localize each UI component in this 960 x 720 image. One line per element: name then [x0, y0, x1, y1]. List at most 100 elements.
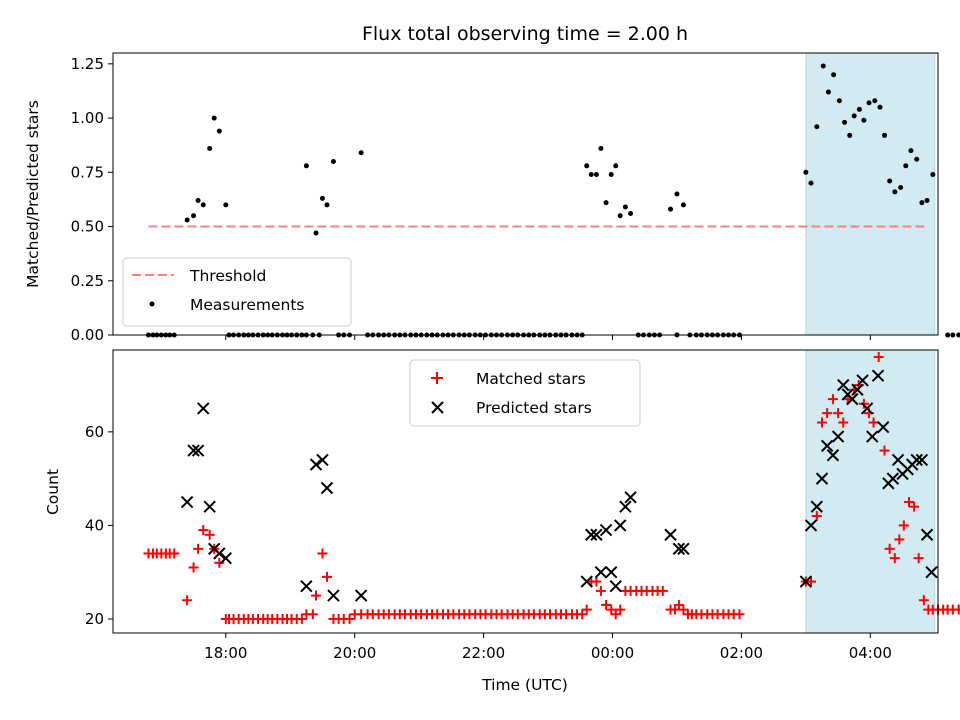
matched-point	[838, 417, 849, 428]
predicted-point	[860, 402, 874, 415]
matched-point	[296, 613, 307, 624]
x-tick-label: 04:00	[849, 644, 892, 662]
predicted-point	[664, 528, 677, 541]
top-y-tick-label: 0.25	[71, 272, 104, 290]
predicted-point	[624, 491, 637, 504]
legend-matched-label: Matched stars	[476, 370, 586, 388]
bottom-y-tick-label: 40	[85, 516, 104, 534]
predicted-point	[820, 439, 834, 453]
x-tick-label: 02:00	[720, 644, 763, 662]
top-axes-frame	[112, 52, 939, 336]
x-tick-label: 22:00	[462, 644, 505, 662]
top-y-tick-label: 0.00	[71, 326, 104, 344]
matched-point	[894, 534, 905, 545]
matched-point	[198, 525, 209, 536]
top-y-tick-label: 0.75	[71, 163, 104, 181]
predicted-point	[810, 500, 824, 513]
matched-point	[606, 604, 617, 615]
matched-point	[182, 595, 193, 606]
measurement-point	[866, 100, 872, 106]
matched-point	[311, 590, 322, 601]
measurement-point	[324, 202, 330, 208]
matched-point	[889, 553, 900, 564]
matched-point	[918, 595, 929, 606]
bottom-panel: 20 40 60 18:00 20:00 22:00 00:00 02:00 04:00 Cou…	[44, 349, 960, 694]
matched-point	[879, 445, 890, 456]
measurement-point	[914, 156, 920, 162]
matched-point	[898, 520, 909, 531]
measurement-point	[617, 213, 623, 219]
predicted-point	[910, 453, 923, 467]
measurement-point	[820, 63, 826, 69]
measurement-point	[608, 171, 614, 177]
measurement-point	[680, 202, 686, 208]
measurement-point	[903, 163, 909, 169]
bottom-y-axis-title: Count	[44, 469, 62, 515]
predicted-point	[804, 519, 818, 532]
matched-point	[816, 417, 827, 428]
measurement-point	[861, 117, 867, 123]
measurement-point	[808, 180, 814, 186]
measurement-point	[593, 171, 599, 177]
predicted-point	[203, 500, 216, 513]
predicted-point	[851, 383, 864, 396]
measurement-point	[603, 200, 609, 206]
bottom-highlight-layer	[805, 349, 936, 634]
bottom-legend: Matched stars Predicted stars	[409, 359, 641, 427]
matched-point	[822, 408, 833, 419]
measurement-point	[191, 213, 197, 219]
top-highlight-span	[805, 52, 936, 336]
predicted-point	[619, 500, 632, 513]
measurement-point	[223, 202, 229, 208]
bottom-legend-box	[409, 359, 641, 427]
predicted-point	[191, 444, 205, 457]
measurement-point	[207, 145, 213, 151]
predicted-point	[815, 472, 829, 485]
measurement-point	[919, 200, 925, 206]
x-tick-label: 00:00	[591, 644, 634, 662]
predicted-point	[197, 402, 210, 415]
predicted-point	[846, 392, 859, 406]
matched-point	[193, 543, 204, 554]
matched-point	[734, 609, 745, 620]
measurement-point	[945, 332, 951, 338]
matched-point	[344, 613, 355, 624]
predicted-point	[799, 575, 813, 588]
top-highlight-layer	[805, 52, 936, 336]
predicted-point	[320, 481, 334, 495]
top-axes-layer: 0.00 0.25 0.50 0.75 1.00 1.25	[71, 52, 939, 344]
bottom-y-tick-label: 60	[85, 423, 104, 441]
x-tick-label: 20:00	[333, 644, 376, 662]
measurement-point	[892, 189, 898, 195]
legend-measurements-swatch	[149, 301, 155, 307]
measurement-point	[313, 230, 319, 236]
measurement-point	[814, 124, 820, 130]
predicted-point	[599, 523, 613, 537]
matched-point	[591, 576, 602, 587]
measurement-point	[872, 98, 878, 104]
predicted-point	[837, 378, 850, 392]
measurement-point	[898, 184, 904, 190]
measurement-point	[856, 106, 862, 112]
legend-predicted-swatch	[431, 401, 444, 414]
bottom-axes-layer: 20 40 60 18:00 20:00 22:00 00:00 02:00 04:00	[85, 349, 939, 662]
predicted-point	[187, 444, 200, 457]
x-axis-title: Time (UTC)	[481, 676, 568, 694]
top-y-axis-title: Matched/Predicted stars	[24, 100, 42, 288]
measurement-point	[303, 163, 309, 169]
measurement-point	[882, 132, 888, 138]
top-legend: Threshold Measurements	[122, 257, 352, 327]
predicted-point	[891, 453, 905, 467]
predicted-point	[925, 565, 938, 579]
measurement-point	[184, 217, 190, 223]
matched-point	[868, 417, 879, 428]
predicted-point	[219, 551, 233, 565]
matched-point	[601, 599, 612, 610]
predicted-point	[614, 519, 627, 532]
predicted-point	[677, 542, 690, 556]
measurement-point	[628, 211, 634, 217]
predicted-point	[609, 580, 622, 593]
bottom-points-layer	[143, 352, 960, 624]
top-y-tick-label: 1.25	[71, 55, 104, 73]
